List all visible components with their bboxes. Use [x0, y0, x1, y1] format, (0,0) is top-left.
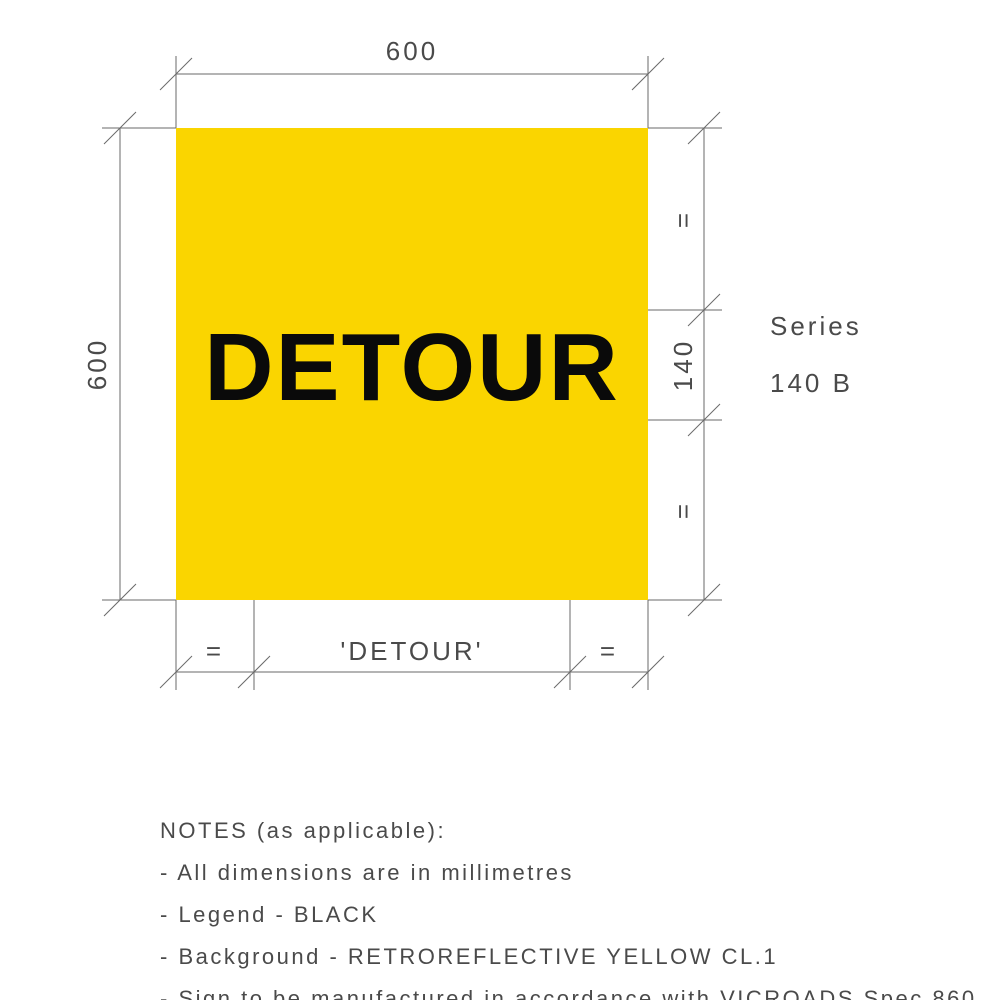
series-label-line1: Series	[770, 311, 862, 341]
dim-bottom-right-equal: =	[600, 636, 618, 666]
dim-height-label: 600	[82, 338, 112, 390]
notes-heading: NOTES (as applicable):	[160, 818, 446, 843]
dim-right-top-equal: =	[668, 210, 698, 228]
notes-item: - Sign to be manufactured in accordance …	[160, 986, 985, 1000]
notes-item: - Legend - BLACK	[160, 902, 379, 927]
series-label-line2: 140 B	[770, 368, 853, 398]
dim-right-bot-equal: =	[668, 501, 698, 519]
notes-item: - Background - RETROREFLECTIVE YELLOW CL…	[160, 944, 778, 969]
drawing-canvas: DETOUR 600 600 = 140 = = 'DETOUR' = Seri…	[0, 0, 1000, 1000]
dim-bottom-left-equal: =	[206, 636, 224, 666]
dim-width-label: 600	[386, 36, 438, 66]
sign-legend-text: DETOUR	[204, 314, 620, 421]
notes-item: - All dimensions are in millimetres	[160, 860, 574, 885]
dim-text-height-label: 140	[668, 339, 698, 391]
dim-bottom-mid-label: 'DETOUR'	[340, 636, 483, 666]
notes-block: NOTES (as applicable): - All dimensions …	[160, 818, 985, 1000]
